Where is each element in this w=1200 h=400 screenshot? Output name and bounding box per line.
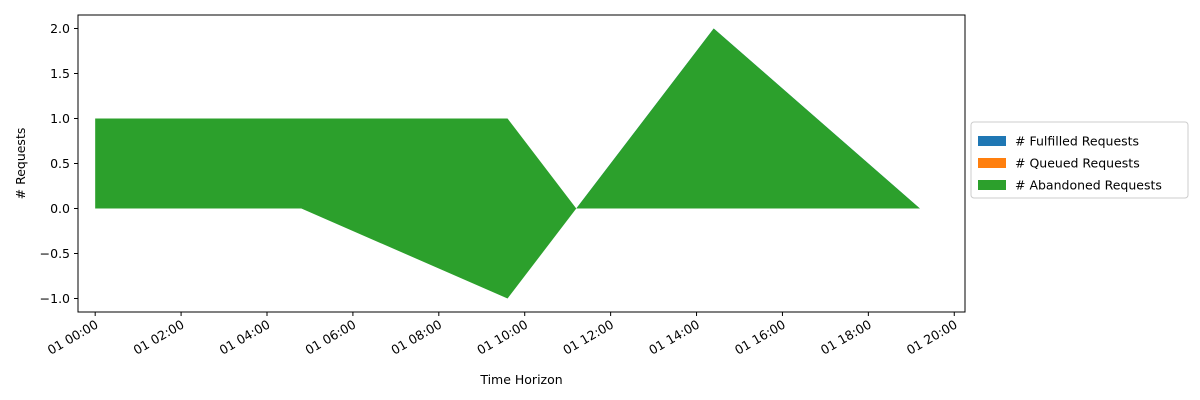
legend: # Fulfilled Requests # Queued Requests # A… bbox=[970, 121, 1189, 199]
x-tick-label: 01 06:00 bbox=[302, 317, 358, 358]
y-tick-label: 0.0 bbox=[50, 201, 70, 216]
area-layer bbox=[95, 28, 920, 299]
legend-swatch bbox=[978, 136, 1006, 146]
x-tick-label: 01 12:00 bbox=[560, 317, 616, 358]
y-axis: −1.0 −0.5 0.0 0.5 1.0 1.5 2.0 bbox=[40, 21, 78, 306]
y-tick-label: −0.5 bbox=[40, 246, 70, 261]
legend-label: # Abandoned Requests bbox=[1015, 178, 1162, 193]
x-tick-label: 01 20:00 bbox=[904, 317, 960, 358]
x-tick-label: 01 04:00 bbox=[217, 317, 273, 358]
y-tick-label: 1.0 bbox=[50, 111, 70, 126]
x-axis: 01 00:00 01 02:00 01 04:00 01 06:00 01 08:00… bbox=[45, 312, 960, 358]
y-tick-label: 0.5 bbox=[50, 156, 70, 171]
legend-box bbox=[970, 121, 1189, 199]
legend-swatch bbox=[978, 158, 1006, 168]
legend-swatch bbox=[978, 180, 1006, 190]
x-tick-label: 01 08:00 bbox=[388, 317, 444, 358]
x-tick-label: 01 16:00 bbox=[732, 317, 788, 358]
y-axis-title: # Requests bbox=[13, 128, 28, 200]
x-tick-label: 01 10:00 bbox=[474, 317, 530, 358]
x-axis-title: Time Horizon bbox=[479, 372, 562, 387]
legend-label: # Fulfilled Requests bbox=[1015, 134, 1139, 149]
x-tick-label: 01 14:00 bbox=[646, 317, 702, 358]
legend-label: # Queued Requests bbox=[1015, 156, 1140, 171]
y-tick-label: −1.0 bbox=[40, 291, 70, 306]
y-tick-label: 1.5 bbox=[50, 66, 70, 81]
x-tick-label: 01 02:00 bbox=[131, 317, 187, 358]
x-tick-label: 01 18:00 bbox=[818, 317, 874, 358]
y-tick-label: 2.0 bbox=[50, 21, 70, 36]
area-series-3 bbox=[95, 28, 920, 299]
x-tick-label: 01 00:00 bbox=[45, 317, 101, 358]
